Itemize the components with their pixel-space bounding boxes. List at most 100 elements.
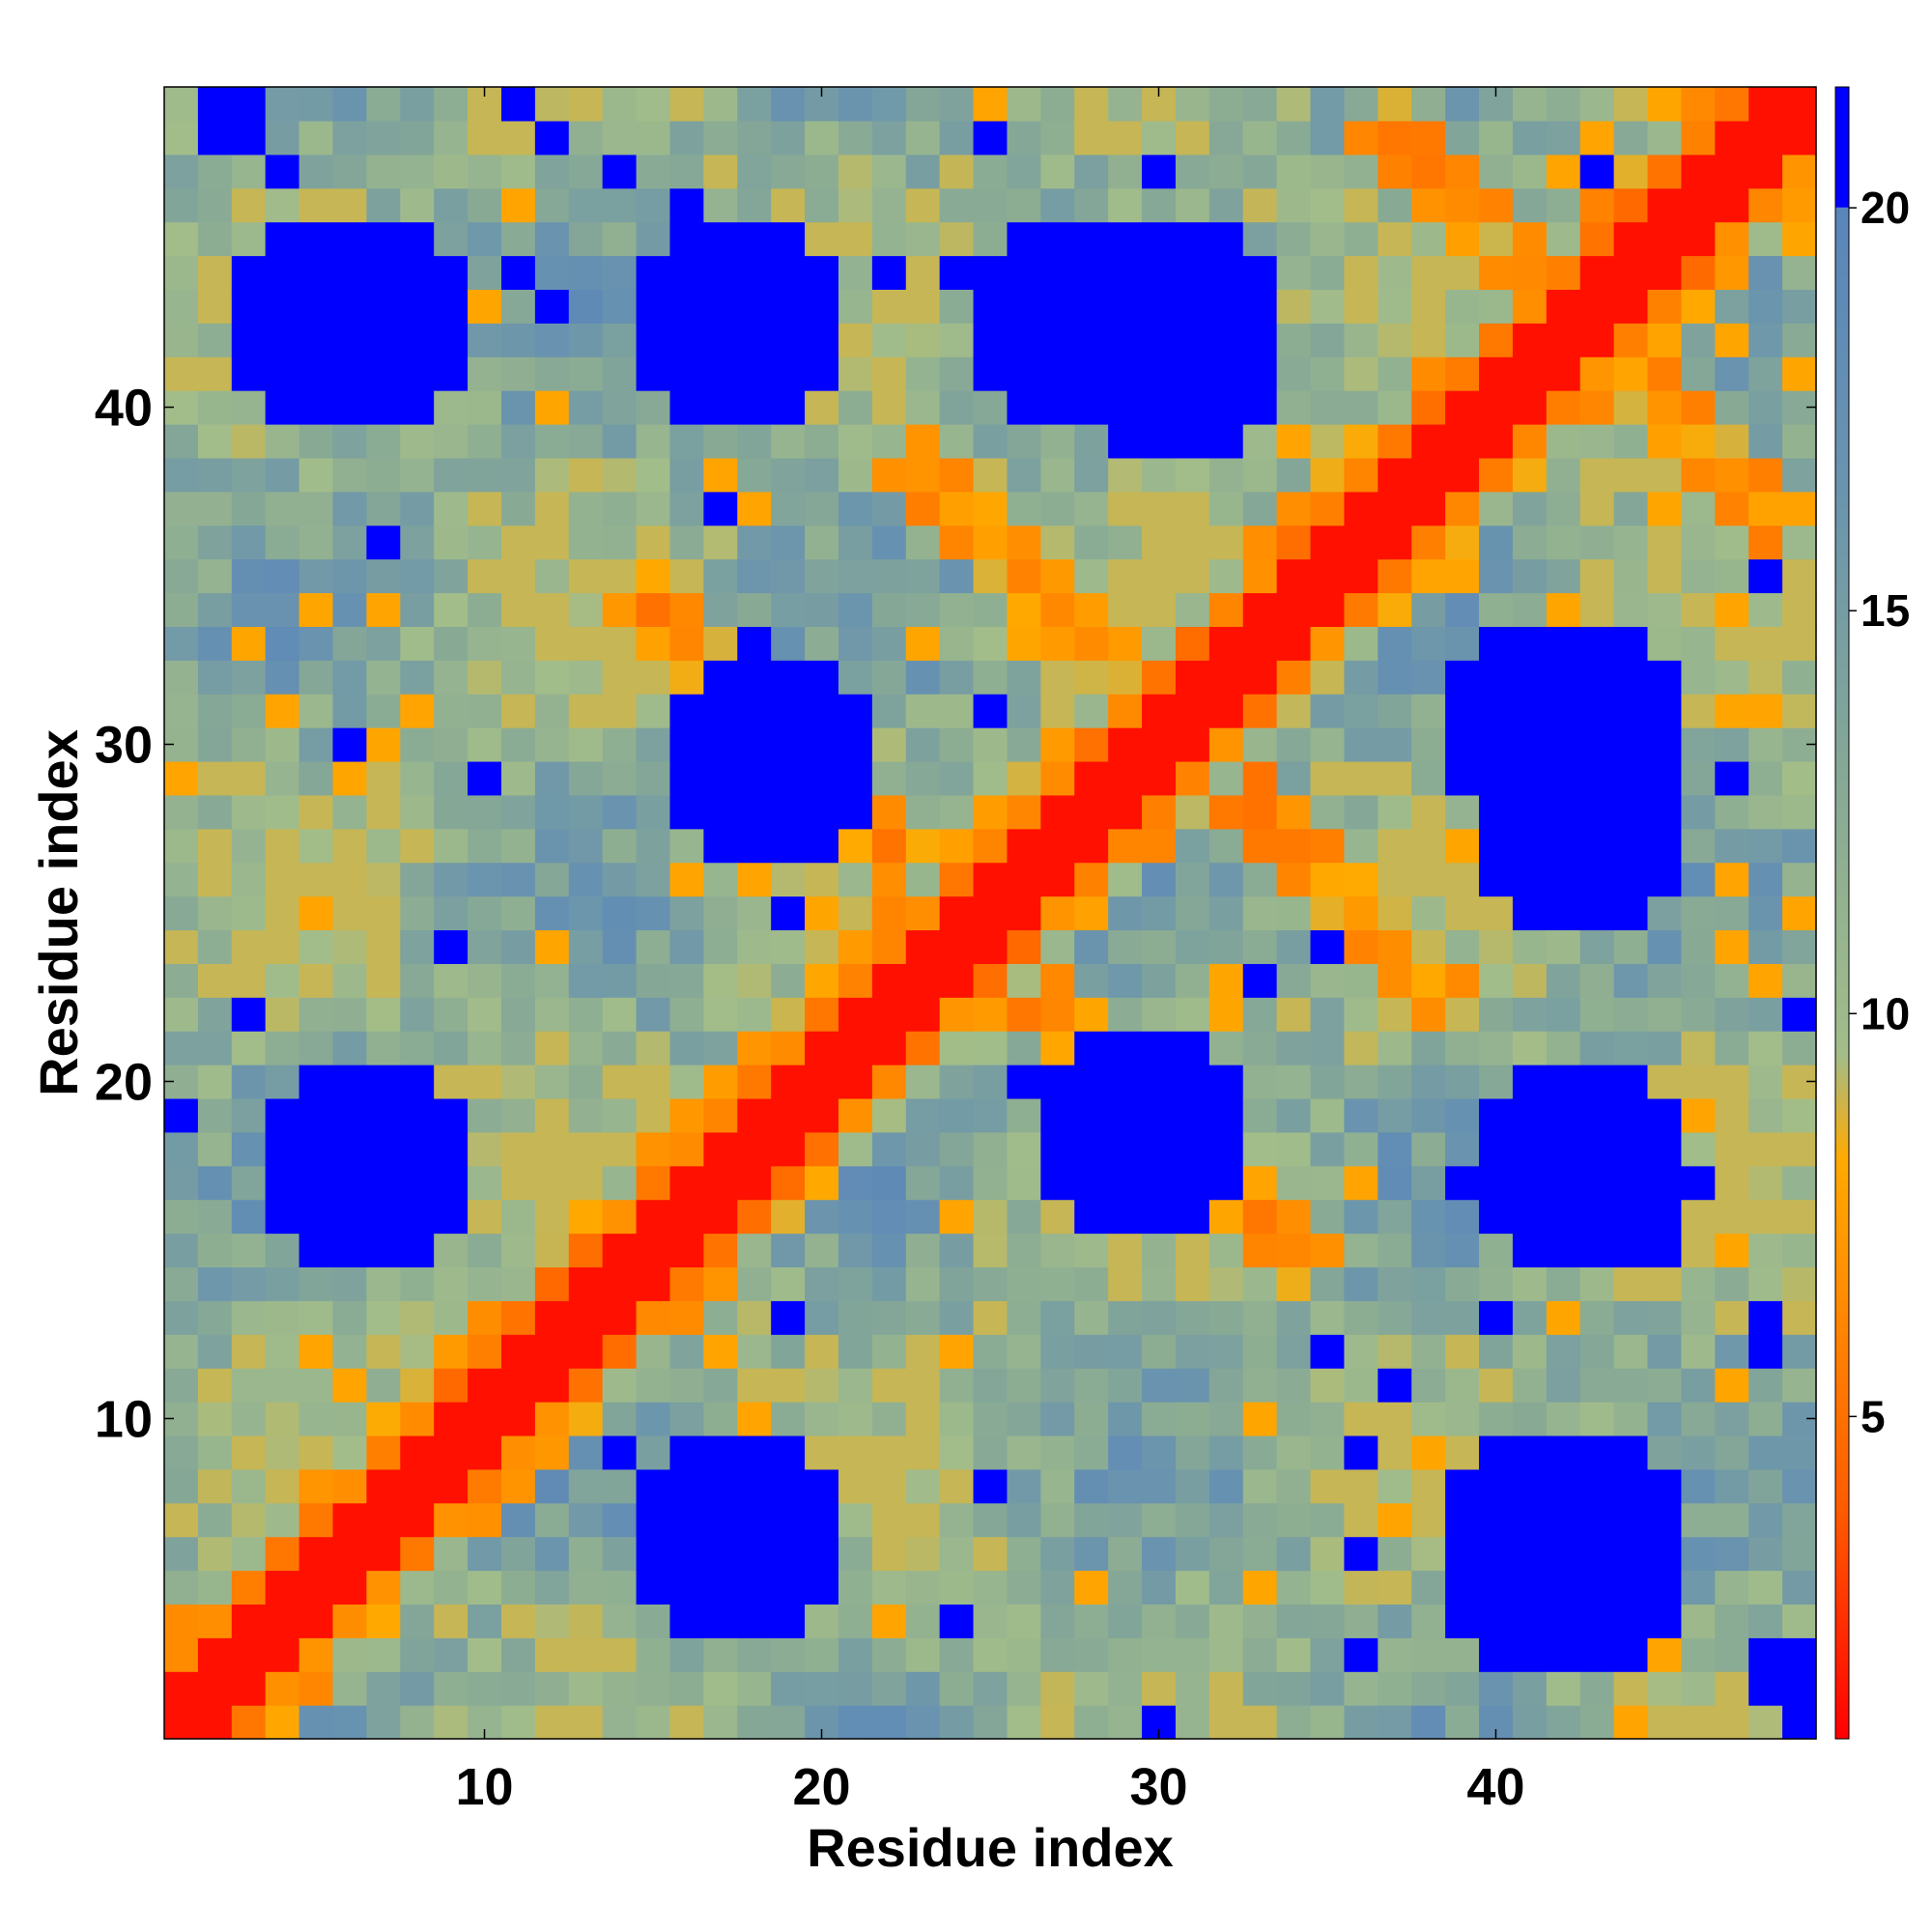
heatmap-cell	[197, 1536, 233, 1572]
heatmap-cell	[1579, 1266, 1615, 1301]
heatmap-cell	[265, 1334, 300, 1369]
heatmap-cell	[265, 1468, 300, 1504]
heatmap-cell	[1310, 255, 1346, 290]
heatmap-cell	[298, 1604, 334, 1638]
heatmap-cell	[1344, 87, 1378, 122]
heatmap-cell	[1782, 356, 1817, 391]
heatmap-cell	[468, 1165, 502, 1201]
heatmap-cell	[164, 491, 199, 526]
heatmap-cell	[1647, 423, 1683, 459]
heatmap-cell	[1344, 1637, 1378, 1672]
heatmap-cell	[737, 862, 772, 897]
heatmap-cell	[1479, 1300, 1514, 1335]
heatmap-cell	[1208, 1604, 1244, 1638]
heatmap-cell	[1479, 1368, 1514, 1403]
heatmap-cell	[1276, 525, 1312, 560]
heatmap-cell	[636, 87, 671, 122]
heatmap-cell	[534, 1637, 570, 1672]
heatmap-cell	[400, 491, 435, 526]
heatmap-cell	[1579, 1065, 1615, 1099]
heatmap-cell	[871, 323, 907, 357]
heatmap-cell	[1074, 1199, 1109, 1235]
heatmap-cell	[164, 1031, 199, 1065]
heatmap-cell	[1715, 1300, 1749, 1335]
heatmap-cell	[871, 1705, 907, 1740]
heatmap-cell	[1242, 1065, 1278, 1099]
heatmap-cell	[1310, 87, 1346, 122]
heatmap-cell	[1142, 1097, 1177, 1133]
heatmap-cell	[468, 356, 502, 391]
heatmap-cell	[1108, 1097, 1143, 1133]
heatmap-cell	[838, 221, 873, 257]
heatmap-cell	[468, 1671, 502, 1706]
heatmap-cell	[231, 794, 267, 830]
heatmap-cell	[669, 154, 704, 189]
heatmap-cell	[1242, 390, 1278, 425]
heatmap-cell	[1647, 323, 1683, 357]
heatmap-cell	[400, 862, 435, 897]
heatmap-cell	[737, 963, 772, 998]
heatmap-cell	[1074, 660, 1109, 695]
heatmap-cell	[1479, 255, 1514, 290]
heatmap-cell	[1007, 963, 1041, 998]
heatmap-cell	[568, 390, 604, 425]
heatmap-cell	[1310, 694, 1346, 728]
heatmap-cell	[164, 1199, 199, 1235]
heatmap-cell	[332, 87, 367, 122]
heatmap-cell	[500, 963, 536, 998]
heatmap-cell	[298, 660, 334, 695]
heatmap-cell	[1681, 1502, 1716, 1538]
heatmap-cell	[636, 963, 671, 998]
heatmap-cell	[805, 390, 839, 425]
heatmap-cell	[1546, 760, 1581, 796]
heatmap-cell	[602, 997, 638, 1032]
heatmap-cell	[939, 187, 975, 223]
heatmap-cell	[636, 1468, 671, 1504]
heatmap-cell	[1310, 1300, 1346, 1335]
heatmap-cell	[1276, 1031, 1312, 1065]
heatmap-cell	[1782, 1604, 1817, 1638]
heatmap-cell	[231, 1502, 267, 1538]
heatmap-cell	[703, 794, 738, 830]
heatmap-cell	[1715, 997, 1749, 1032]
heatmap-cell	[1074, 862, 1109, 897]
heatmap-cell	[366, 1131, 401, 1167]
heatmap-cell	[1546, 1334, 1581, 1369]
heatmap-cell	[602, 221, 638, 257]
heatmap-cell	[1142, 895, 1177, 931]
heatmap-cell	[939, 997, 975, 1032]
heatmap-cell	[164, 187, 199, 223]
heatmap-cell	[805, 1502, 839, 1538]
heatmap-cell	[1208, 592, 1244, 627]
heatmap-cell	[838, 963, 873, 998]
heatmap-cell	[1613, 1131, 1649, 1167]
heatmap-cell	[1411, 1368, 1446, 1403]
heatmap-cell	[332, 760, 367, 796]
heatmap-cell	[366, 1402, 401, 1436]
heatmap-cell	[1445, 1097, 1480, 1133]
heatmap-cell	[737, 997, 772, 1032]
heatmap-cell	[164, 1536, 199, 1572]
heatmap-cell	[1242, 1165, 1278, 1201]
heatmap-cell	[1445, 1233, 1480, 1268]
heatmap-cell	[231, 694, 267, 728]
heatmap-cell	[265, 1266, 300, 1301]
heatmap-cell	[332, 154, 367, 189]
heatmap-cell	[366, 221, 401, 257]
heatmap-cell	[434, 1065, 469, 1099]
heatmap-cell	[1040, 1705, 1075, 1740]
heatmap-cell	[1445, 694, 1480, 728]
heatmap-cell	[164, 423, 199, 459]
heatmap-cell	[602, 1368, 638, 1403]
heatmap-cell	[602, 491, 638, 526]
heatmap-cell	[534, 87, 570, 122]
heatmap-cell	[265, 1368, 300, 1403]
heatmap-cell	[1242, 154, 1278, 189]
heatmap-cell	[197, 187, 233, 223]
heatmap-cell	[197, 862, 233, 897]
heatmap-cell	[400, 1031, 435, 1065]
heatmap-cell	[1681, 660, 1716, 695]
heatmap-cell	[366, 626, 401, 661]
heatmap-cell	[905, 491, 941, 526]
heatmap-cell	[1445, 727, 1480, 762]
